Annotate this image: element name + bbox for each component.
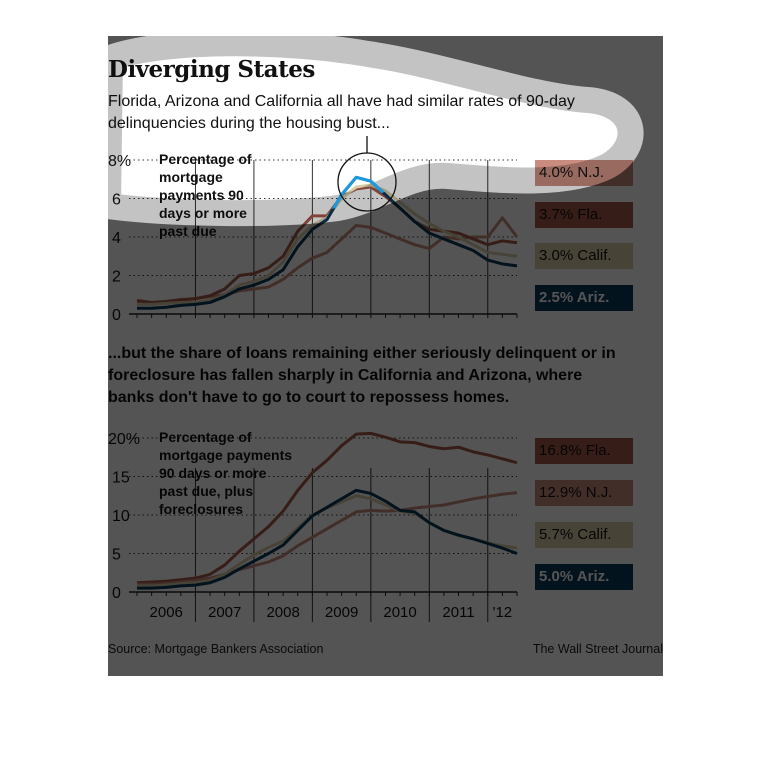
x-tick-label: 2010	[383, 604, 416, 621]
x-tick-label: 2007	[208, 604, 241, 621]
credit: The Wall Street Journal	[532, 642, 663, 656]
x-tick-label: 2011	[442, 604, 474, 621]
legend-fla-bottom: 16.8% Fla.	[535, 438, 633, 464]
y-tick-label: 8%	[108, 153, 131, 170]
bottom-chart-label: Percentage of mortgage payments 90 days …	[159, 429, 293, 517]
source-note: Source: Mortgage Bankers Association	[108, 642, 324, 656]
legend-calif-top: 3.0% Calif.	[535, 243, 633, 269]
y-tick-label: 10	[112, 508, 130, 525]
y-tick-label: 2	[112, 269, 121, 286]
x-tick-label: 2009	[325, 604, 358, 621]
y-tick-label: 4	[112, 230, 121, 247]
top-chart-label: Percentage of mortgage payments 90 days …	[159, 151, 252, 239]
chart-panel: Diverging States Florida, Arizona and Ca…	[108, 36, 663, 676]
legend-ariz-top: 2.5% Ariz.	[535, 285, 633, 311]
legend-nj-top: 4.0% N.J.	[535, 160, 633, 186]
y-tick-label: 0	[112, 585, 121, 602]
y-tick-label: 6	[112, 192, 121, 209]
x-tick-label: '12	[493, 604, 513, 621]
legend-fla-top: 3.7% Fla.	[535, 202, 633, 228]
legend-ariz-bottom: 5.0% Ariz.	[535, 564, 633, 590]
x-tick-label: 2008	[266, 604, 299, 621]
y-tick-label: 15	[112, 470, 130, 487]
x-tick-label: 2006	[150, 604, 183, 621]
y-tick-label: 0	[112, 307, 121, 324]
y-tick-label: 20%	[108, 431, 140, 448]
legend-calif-bottom: 5.7% Calif.	[535, 522, 633, 548]
legend-nj-bottom: 12.9% N.J.	[535, 480, 633, 506]
y-tick-label: 5	[112, 547, 121, 564]
